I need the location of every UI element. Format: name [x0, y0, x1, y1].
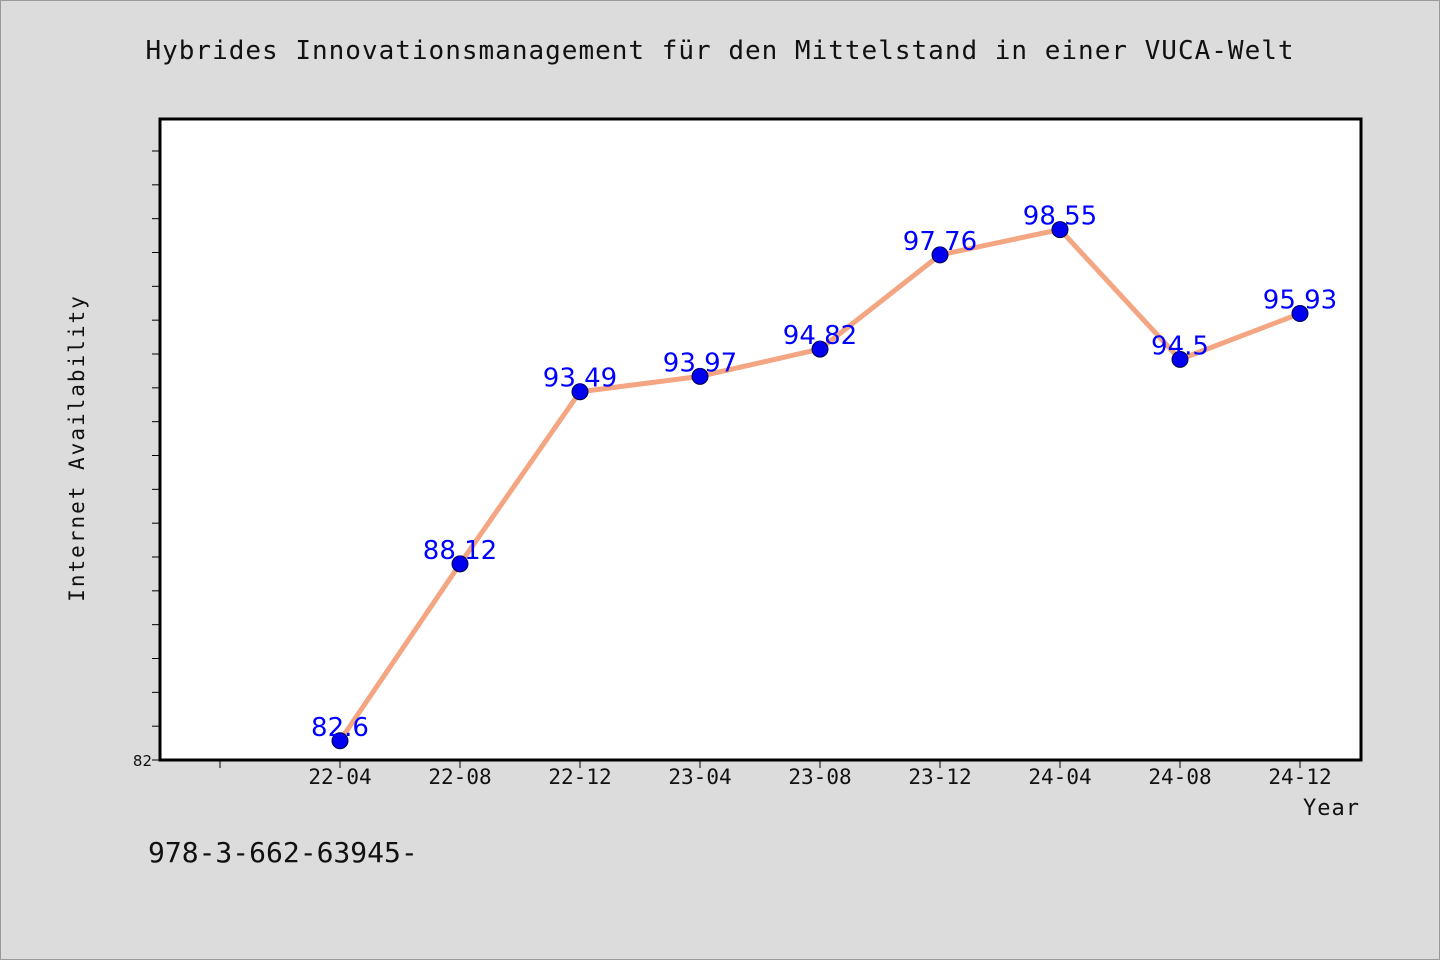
- x-tick-label: 24-08: [1148, 765, 1211, 789]
- x-tick-label: 23-04: [668, 765, 731, 789]
- data-label: 82.6: [311, 713, 369, 743]
- data-label: 94.5: [1151, 331, 1209, 361]
- data-label: 97.76: [903, 227, 977, 257]
- data-point: [931, 246, 949, 264]
- x-tick-label: 22-04: [308, 765, 371, 789]
- data-series: [331, 221, 1309, 750]
- data-point: [1051, 221, 1069, 239]
- data-label: 94.82: [783, 321, 857, 351]
- data-point: [811, 340, 829, 358]
- data-label: 93.49: [543, 364, 617, 394]
- x-tick-label: 24-04: [1028, 765, 1091, 789]
- x-tick-label: 23-12: [908, 765, 971, 789]
- data-point: [1171, 350, 1189, 368]
- data-point: [331, 732, 349, 750]
- footer-note: 978-3-662-63945-: [148, 836, 418, 869]
- data-label: 98.55: [1023, 202, 1097, 232]
- data-label: 93.97: [663, 348, 737, 378]
- chart-title: Hybrides Innovationsmanagement für den M…: [145, 36, 1295, 66]
- plot-area: [158, 117, 1363, 762]
- data-point: [571, 383, 589, 401]
- data-point: [451, 555, 469, 573]
- axis-ticks: 82 22-04 22-08 22-12 23-04 23-08 23-12 24-04 24-…: [133, 150, 1332, 789]
- data-label: 95.93: [1263, 286, 1337, 316]
- data-labels: 82.6 88.12 93.49 93.97 94.82 97.76 98.55 94.5 95…: [311, 202, 1337, 743]
- x-axis-label: Year: [1303, 796, 1360, 821]
- data-point: [691, 367, 709, 385]
- y-tick-label: 82: [133, 752, 152, 770]
- x-tick-label: 22-08: [428, 765, 491, 789]
- data-point: [1291, 305, 1309, 323]
- data-label: 88.12: [423, 536, 497, 566]
- x-tick-label: 24-12: [1268, 765, 1331, 789]
- x-tick-label: 22-12: [548, 765, 611, 789]
- x-tick-label: 23-08: [788, 765, 851, 789]
